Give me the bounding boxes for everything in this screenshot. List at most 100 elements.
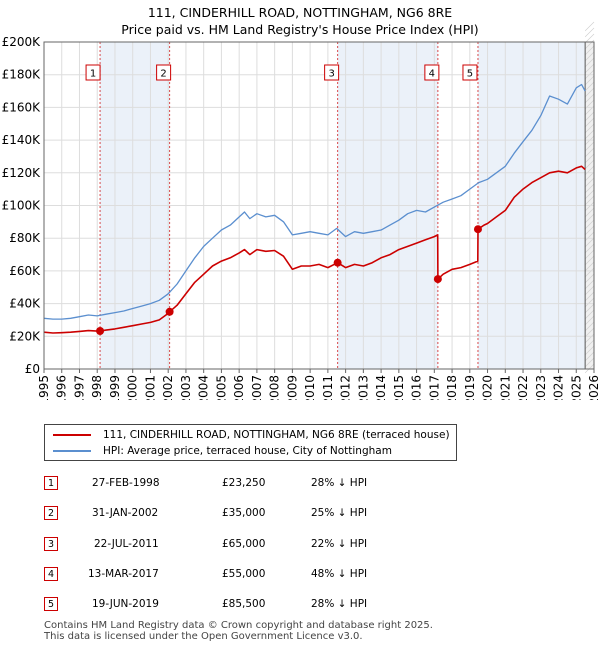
x-tick-label: 2020 [481,375,495,400]
forecast-hatch [584,165,595,176]
row-hpi: 22% ↓ HPI [311,538,368,550]
row-price: £23,250 [222,477,266,489]
y-tick-label: £140K [2,133,42,147]
sale-label-number: 2 [160,69,166,80]
row-marker: 4 [44,567,58,581]
table-row: 5 19-JUN-2019 £85,500 28% ↓ HPI [0,597,600,617]
row-price: £55,000 [222,568,266,580]
forecast-hatch [584,153,595,164]
x-tick-label: 2008 [268,375,282,400]
x-tick-label: 1996 [55,375,69,400]
forecast-hatch [584,21,595,32]
legend-item-property: 111, CINDERHILL ROAD, NOTTINGHAM, NG6 8R… [53,427,450,443]
x-tick-label: 2024 [552,375,566,400]
forecast-hatch [584,291,595,302]
table-row: 4 13-MAR-2017 £55,000 48% ↓ HPI [0,567,600,587]
forecast-hatch [584,39,595,50]
title-subtitle: Price paid vs. HM Land Registry's House … [121,22,479,37]
y-tick-label: £20K [9,329,41,343]
forecast-hatch [584,45,595,56]
forecast-hatch [584,159,595,170]
x-tick-label: 2004 [197,375,211,400]
row-hpi: 28% ↓ HPI [311,598,368,610]
table-row: 1 27-FEB-1998 £23,250 28% ↓ HPI [0,476,600,496]
x-tick-label: 2025 [569,375,583,400]
row-marker: 3 [44,537,58,551]
legend-label-property: 111, CINDERHILL ROAD, NOTTINGHAM, NG6 8R… [103,429,450,441]
forecast-hatch [584,87,595,98]
forecast-hatch [584,321,595,332]
x-tick-label: 2022 [516,375,530,400]
sale-label-box [324,64,340,81]
x-tick-label: 2012 [339,375,353,400]
sale-label-box [462,64,478,81]
forecast-hatch [584,357,595,368]
forecast-hatch [584,327,595,338]
forecast-hatch [584,279,595,290]
x-tick-label: 1998 [90,375,104,400]
x-tick-label: 2018 [445,375,459,400]
y-tick-label: £60K [9,264,41,278]
x-tick-label: 2011 [321,375,335,400]
sale-label-number: 4 [429,69,435,80]
x-tick-label: 2023 [534,375,548,400]
row-price: £65,000 [222,538,266,550]
forecast-hatch [584,51,595,62]
footer: Contains HM Land Registry data © Crown c… [44,620,433,642]
forecast-hatch [584,315,595,326]
y-tick-label: £180K [2,68,42,82]
forecast-hatch [584,309,595,320]
forecast-hatch [584,261,595,272]
x-tick-label: 2021 [498,375,512,400]
forecast-hatch [584,93,595,104]
sale-label-box [85,64,101,81]
forecast-hatch [584,297,595,308]
forecast-hatch [584,363,595,374]
legend-swatch-hpi [53,450,91,452]
x-tick-label: 2003 [179,375,193,400]
forecast-hatch [584,141,595,152]
footer-copyright: Contains HM Land Registry data © Crown c… [44,620,433,631]
x-tick-label: 2006 [232,375,246,400]
forecast-hatch [584,177,595,188]
forecast-hatch [584,345,595,356]
row-price: £35,000 [222,507,266,519]
x-tick-label: 1995 [37,375,51,400]
title-address: 111, CINDERHILL ROAD, NOTTINGHAM, NG6 8R… [147,5,453,20]
row-hpi: 25% ↓ HPI [311,507,368,519]
forecast-hatch [584,207,595,218]
forecast-hatch [584,273,595,284]
forecast-hatch [584,243,595,254]
row-marker: 2 [44,506,58,520]
row-hpi: 28% ↓ HPI [311,477,368,489]
y-tick-label: £40K [9,297,41,311]
y-tick-label: £160K [2,100,42,114]
legend-swatch-property [53,434,91,436]
hpi-series-line [43,83,586,320]
x-tick-label: 2002 [161,375,175,400]
y-tick-label: £100K [2,199,42,213]
forecast-hatch [584,147,595,158]
row-date: 27-FEB-1998 [92,477,160,489]
x-tick-label: 2000 [126,375,140,400]
forecast-hatch [584,351,595,362]
sale-label-number: 1 [90,69,96,80]
forecast-hatch [584,285,595,296]
x-tick-label: 1999 [108,375,122,400]
forecast-hatch [584,57,595,68]
row-price: £85,500 [222,598,266,610]
x-tick-label: 2015 [392,375,406,400]
forecast-hatch [584,255,595,266]
x-tick-label: 2026 [587,375,600,400]
sale-label-box [424,64,440,81]
x-tick-label: 2010 [303,375,317,400]
y-tick-label: £0 [25,362,40,376]
legend-label-hpi: HPI: Average price, terraced house, City… [103,445,392,457]
forecast-hatch [584,231,595,242]
forecast-hatch [584,213,595,224]
forecast-hatch [584,27,595,38]
row-marker: 1 [44,476,58,490]
legend-item-hpi: HPI: Average price, terraced house, City… [53,443,392,459]
forecast-hatch [584,183,595,194]
row-hpi: 48% ↓ HPI [311,568,368,580]
